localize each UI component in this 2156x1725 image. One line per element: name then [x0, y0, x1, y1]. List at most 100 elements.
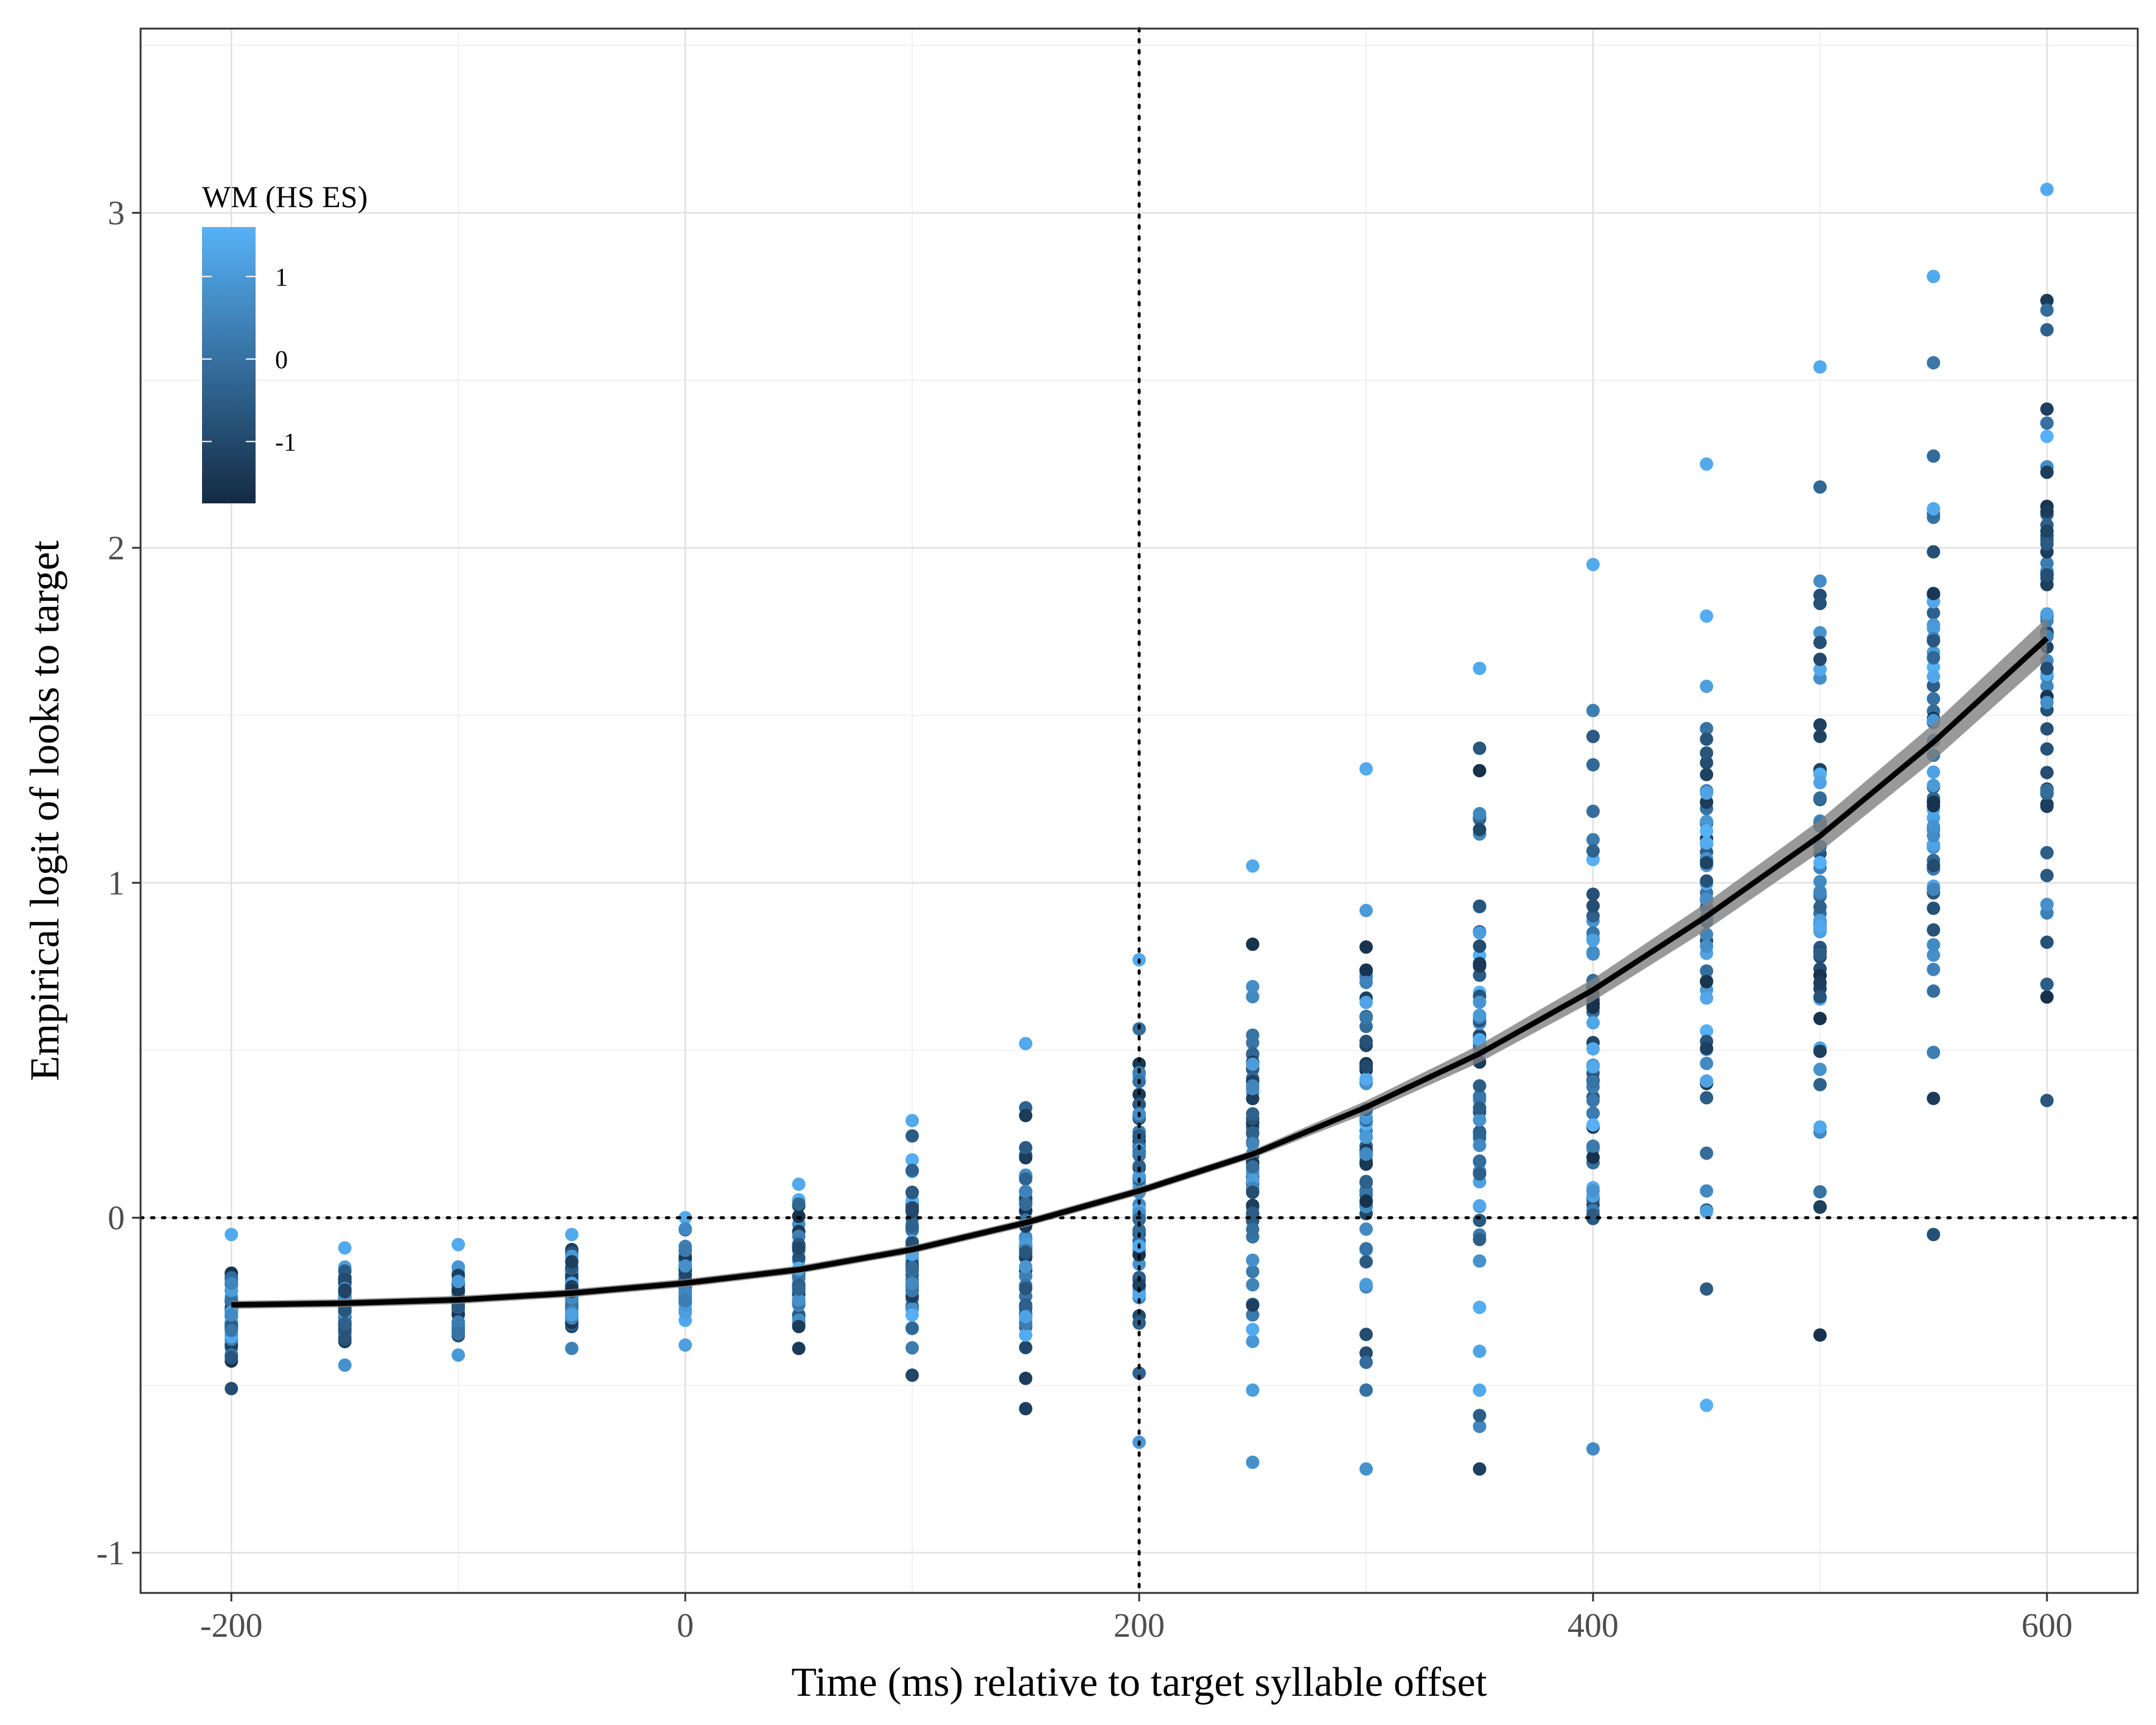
scatter-point	[1473, 807, 1487, 821]
scatter-point	[452, 1315, 466, 1329]
scatter-point	[905, 1186, 919, 1200]
scatter-point	[1473, 899, 1487, 913]
scatter-point	[1700, 1091, 1714, 1105]
scatter-point	[338, 1358, 352, 1372]
legend-tick-label: 0	[275, 346, 288, 374]
scatter-point	[1473, 1254, 1487, 1268]
scatter-point	[1927, 984, 1941, 998]
scatter-point	[1700, 836, 1714, 850]
scatter-point	[1246, 1253, 1260, 1267]
scatter-point	[2040, 662, 2054, 676]
scatter-point	[905, 1321, 919, 1335]
scatter-point	[2040, 537, 2054, 551]
scatter-point	[1927, 923, 1941, 937]
scatter-point	[225, 1351, 239, 1365]
scatter-point	[2040, 679, 2054, 693]
scatter-point	[679, 1222, 693, 1236]
scatter-point	[1927, 901, 1941, 915]
x-tick-label: 600	[2022, 1607, 2073, 1645]
scatter-point	[2040, 799, 2054, 813]
scatter-point	[679, 1294, 693, 1307]
scatter-point	[792, 1251, 806, 1265]
scatter-point	[1019, 1172, 1033, 1186]
scatter-point	[565, 1228, 579, 1242]
scatter-point	[1359, 996, 1373, 1009]
scatter-point	[1927, 1228, 1941, 1242]
scatter-point	[1586, 1107, 1600, 1121]
fit-curve	[231, 617, 2049, 1309]
scatter-point	[1019, 1245, 1033, 1259]
scatter-point	[1586, 947, 1600, 961]
scatter-point	[792, 1320, 806, 1334]
scatter-point	[1700, 1074, 1714, 1088]
scatter-point	[565, 1308, 579, 1322]
scatter-point	[1246, 1126, 1260, 1139]
scatter-point	[1473, 1419, 1487, 1433]
scatter-point	[1700, 1057, 1714, 1071]
scatter-point	[1019, 1310, 1033, 1323]
scatter-point	[1473, 1167, 1487, 1181]
scatter-point	[1700, 1184, 1714, 1198]
scatter-point	[1927, 651, 1941, 665]
scatter-point	[1473, 1233, 1487, 1247]
scatter-point	[1586, 804, 1600, 818]
scatter-point	[1700, 1398, 1714, 1412]
scatter-point	[1359, 964, 1373, 978]
scatter-point	[905, 1308, 919, 1322]
scatter-point	[2040, 505, 2054, 519]
scatter-point	[1700, 732, 1714, 746]
scatter-point	[1927, 545, 1941, 559]
legend-tick-label: -1	[275, 429, 296, 457]
scatter-point	[1700, 856, 1714, 870]
scatter-point	[1246, 1160, 1260, 1174]
scatter-point	[1700, 974, 1714, 988]
y-tick-label: 2	[108, 530, 125, 567]
scatter-point	[1927, 799, 1941, 813]
scatter-point	[1586, 844, 1600, 858]
scatter-point	[1246, 1298, 1260, 1312]
scatter-point	[1132, 1159, 1146, 1173]
scatter-point	[1813, 900, 1827, 914]
legend-title: WM (HS ES)	[202, 180, 368, 214]
scatter-point	[1246, 937, 1260, 951]
scatter-point	[1473, 1462, 1487, 1476]
scatter-point	[1473, 764, 1487, 778]
scatter-point	[1700, 457, 1714, 471]
scatter-point	[1359, 1255, 1373, 1268]
scatter-point	[1359, 1157, 1373, 1171]
y-tick-label: 3	[108, 195, 125, 233]
scatter-point	[1927, 948, 1941, 962]
scatter-point	[1927, 660, 1941, 674]
scatter-point	[1019, 1260, 1033, 1273]
scatter-point	[905, 1276, 919, 1290]
scatter-point	[1359, 1130, 1373, 1144]
scatter-point	[1359, 1147, 1373, 1161]
scatter-point	[1132, 1366, 1146, 1380]
scatter-point	[1359, 903, 1373, 917]
scatter-point	[2040, 183, 2054, 197]
y-tick-label: -1	[96, 1534, 125, 1572]
scatter-point	[792, 1282, 806, 1296]
scatter-point	[2040, 783, 2054, 797]
scatter-point	[1700, 991, 1714, 1005]
scatter-point	[1927, 779, 1941, 793]
y-tick-label: 1	[108, 864, 125, 902]
scatter-point	[225, 1228, 239, 1242]
color-legend: WM (HS ES) 1 0 -1	[202, 180, 368, 503]
scatter-point	[1927, 270, 1941, 284]
scatter-point	[1700, 874, 1714, 888]
scatter-point	[1813, 480, 1827, 494]
scatter-point	[1700, 768, 1714, 782]
scatter-point	[1927, 449, 1941, 463]
scatter-point	[1586, 1208, 1600, 1222]
scatter-point	[1813, 875, 1827, 889]
scatter-point	[2040, 869, 2054, 883]
scatter-point	[1586, 933, 1600, 947]
scatter-point	[1132, 1223, 1146, 1237]
scatter-point	[1359, 1060, 1373, 1074]
scatter-point	[1813, 574, 1827, 588]
x-axis-ticks: -200 0 200 400 600	[200, 1593, 2073, 1645]
scatter-point	[225, 1382, 239, 1396]
scatter-point	[1132, 1170, 1146, 1184]
